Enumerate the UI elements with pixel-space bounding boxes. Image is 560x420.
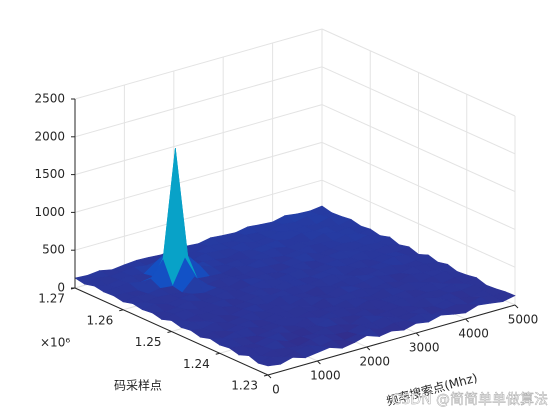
x-tick-label: 3000 xyxy=(409,341,440,355)
grid-line xyxy=(74,179,323,251)
x-tick-label: 5000 xyxy=(508,313,539,327)
x-tick-label: 4000 xyxy=(458,327,489,341)
axes: 0100020003000400050001.231.241.251.261.2… xyxy=(34,92,538,397)
grid-line xyxy=(321,179,516,268)
x-tick xyxy=(366,346,371,351)
x-tick-label: 0 xyxy=(272,383,280,397)
y-tick-label: 1.24 xyxy=(183,357,210,371)
grid-line xyxy=(321,141,516,230)
x-tick-label: 1000 xyxy=(310,369,341,383)
grid-line xyxy=(74,141,323,213)
y-multiplier: ×10⁶ xyxy=(40,336,70,350)
y-axis-label: 码采样点 xyxy=(114,378,162,393)
z-tick-label: 500 xyxy=(42,243,65,257)
grid-line xyxy=(74,66,323,138)
z-tick-label: 2000 xyxy=(34,129,65,143)
x-tick xyxy=(267,374,272,379)
surface-patch xyxy=(257,356,282,367)
y-tick-label: 1.26 xyxy=(87,313,114,327)
x-tick xyxy=(317,360,321,365)
z-tick-label: 1000 xyxy=(34,205,65,219)
grid-line xyxy=(321,28,516,117)
grid-line xyxy=(74,28,323,100)
z-tick-label: 0 xyxy=(57,281,65,295)
z-tick-label: 2500 xyxy=(34,92,65,106)
watermark: CSDN @简简单单做算法 xyxy=(392,391,548,408)
x-tick-label: 2000 xyxy=(360,355,391,369)
grid-line xyxy=(321,104,516,193)
y-tick-label: 1.23 xyxy=(231,379,258,393)
y-tick xyxy=(167,331,172,333)
x-axis-line xyxy=(267,304,516,376)
grid-line xyxy=(74,104,323,176)
z-tick-label: 1500 xyxy=(34,167,65,181)
y-tick-label: 1.25 xyxy=(135,335,162,349)
surface xyxy=(74,148,516,367)
x-tick xyxy=(514,304,519,309)
y-tick-label: 1.27 xyxy=(38,292,65,306)
y-tick xyxy=(263,374,269,377)
grid-line xyxy=(321,66,516,155)
x-tick xyxy=(465,318,469,323)
y-tick xyxy=(215,352,220,355)
x-tick xyxy=(415,332,420,337)
y-tick xyxy=(119,309,124,312)
